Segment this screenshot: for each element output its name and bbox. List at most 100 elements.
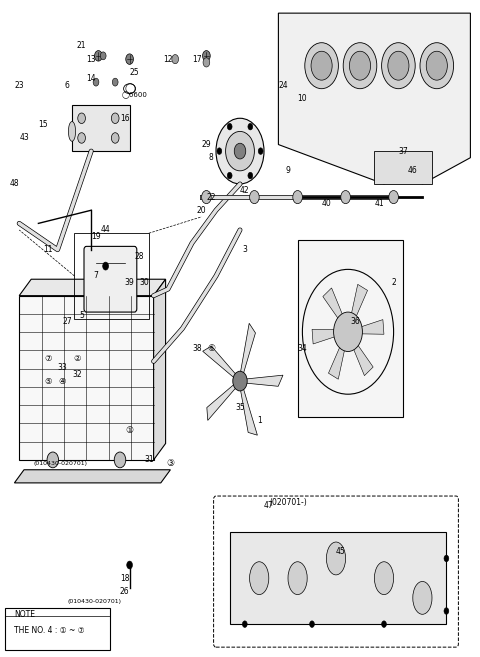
Text: 3: 3 xyxy=(242,245,247,254)
Text: NOTE: NOTE xyxy=(14,610,36,619)
Text: 45: 45 xyxy=(336,547,346,556)
Circle shape xyxy=(334,312,362,351)
Circle shape xyxy=(336,315,360,348)
Polygon shape xyxy=(19,296,154,460)
Text: 17: 17 xyxy=(192,55,202,64)
Circle shape xyxy=(305,43,338,89)
Text: 32: 32 xyxy=(72,370,82,379)
Circle shape xyxy=(349,51,371,80)
Circle shape xyxy=(111,133,119,143)
Polygon shape xyxy=(355,319,384,334)
Text: ④: ④ xyxy=(59,376,66,386)
Polygon shape xyxy=(312,329,341,344)
Polygon shape xyxy=(323,288,346,325)
Circle shape xyxy=(343,325,353,338)
Text: 34: 34 xyxy=(298,344,307,353)
Text: 11: 11 xyxy=(43,245,53,254)
Polygon shape xyxy=(350,338,373,376)
Ellipse shape xyxy=(413,581,432,614)
Text: 41: 41 xyxy=(374,199,384,208)
Text: (010430-020701): (010430-020701) xyxy=(34,461,87,466)
Text: THE NO. 4 : ① ~ ⑦: THE NO. 4 : ① ~ ⑦ xyxy=(14,626,85,635)
Circle shape xyxy=(250,191,259,204)
Circle shape xyxy=(388,51,409,80)
Circle shape xyxy=(233,371,247,391)
Circle shape xyxy=(310,621,314,627)
Text: 42: 42 xyxy=(240,186,250,195)
Circle shape xyxy=(111,113,119,124)
Text: 10: 10 xyxy=(298,94,307,103)
Polygon shape xyxy=(19,279,166,296)
Text: 30: 30 xyxy=(139,278,149,287)
Text: ◯: ◯ xyxy=(124,83,135,94)
Text: 46: 46 xyxy=(408,166,418,175)
Circle shape xyxy=(47,452,59,468)
Text: 20: 20 xyxy=(197,206,206,215)
Text: 12: 12 xyxy=(163,55,173,64)
Circle shape xyxy=(293,191,302,204)
Circle shape xyxy=(227,124,232,130)
Circle shape xyxy=(103,262,108,270)
Text: 31: 31 xyxy=(144,455,154,464)
Text: 19: 19 xyxy=(91,232,101,241)
Circle shape xyxy=(248,124,252,130)
Polygon shape xyxy=(349,284,368,325)
Bar xyxy=(74,233,149,319)
Circle shape xyxy=(127,561,132,569)
Text: ②: ② xyxy=(73,353,81,363)
Text: ③: ③ xyxy=(167,459,174,468)
Circle shape xyxy=(203,58,210,67)
Ellipse shape xyxy=(288,562,307,595)
Text: 7: 7 xyxy=(94,271,98,281)
Text: 26: 26 xyxy=(120,587,130,596)
Text: 18: 18 xyxy=(120,574,130,583)
Text: (010430-020701): (010430-020701) xyxy=(67,599,121,604)
Text: 2: 2 xyxy=(391,278,396,287)
Text: ⑤: ⑤ xyxy=(44,376,52,386)
Text: 23: 23 xyxy=(14,81,24,90)
Ellipse shape xyxy=(250,562,269,595)
Circle shape xyxy=(95,51,102,61)
Text: 33: 33 xyxy=(58,363,67,373)
Text: 8: 8 xyxy=(209,153,214,162)
Text: 40: 40 xyxy=(322,199,331,208)
Polygon shape xyxy=(207,383,237,420)
Text: ⑥: ⑥ xyxy=(207,344,215,353)
Circle shape xyxy=(426,51,447,80)
Text: 28: 28 xyxy=(134,252,144,261)
Text: 35: 35 xyxy=(235,403,245,412)
Text: 47: 47 xyxy=(264,501,274,510)
Text: 44: 44 xyxy=(101,225,110,235)
Circle shape xyxy=(341,191,350,204)
Text: 36: 36 xyxy=(350,317,360,327)
Text: 24: 24 xyxy=(278,81,288,90)
Ellipse shape xyxy=(326,542,346,575)
Circle shape xyxy=(444,555,449,562)
Polygon shape xyxy=(240,323,255,376)
Text: 38: 38 xyxy=(192,344,202,353)
Text: 15: 15 xyxy=(38,120,48,129)
Text: 5: 5 xyxy=(79,311,84,320)
Circle shape xyxy=(343,43,377,89)
Ellipse shape xyxy=(226,131,254,171)
Text: 48: 48 xyxy=(10,179,19,189)
Text: 21: 21 xyxy=(77,41,86,51)
Circle shape xyxy=(248,172,252,179)
Circle shape xyxy=(444,608,449,614)
Ellipse shape xyxy=(69,122,75,141)
Text: ⑦: ⑦ xyxy=(44,353,52,363)
Circle shape xyxy=(100,52,106,60)
Polygon shape xyxy=(72,105,130,151)
Circle shape xyxy=(172,55,179,64)
Bar xyxy=(298,240,403,417)
Circle shape xyxy=(112,78,118,86)
Circle shape xyxy=(202,191,211,204)
Polygon shape xyxy=(278,13,470,184)
Ellipse shape xyxy=(216,118,264,184)
FancyBboxPatch shape xyxy=(84,246,137,312)
Text: 6: 6 xyxy=(65,81,70,90)
Circle shape xyxy=(126,54,133,64)
Circle shape xyxy=(78,133,85,143)
Circle shape xyxy=(242,621,247,627)
Text: 13: 13 xyxy=(86,55,96,64)
